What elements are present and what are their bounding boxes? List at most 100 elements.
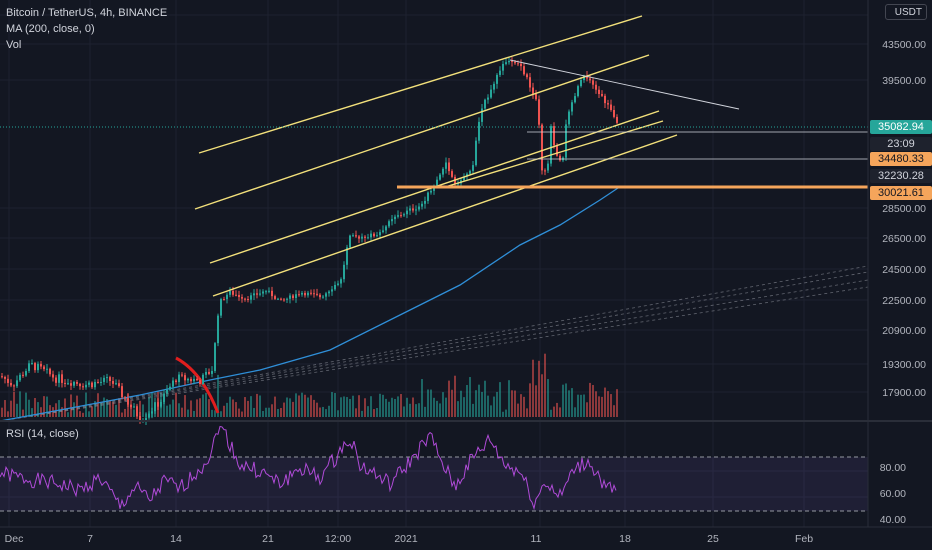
candle-body	[520, 63, 522, 67]
time-axis[interactable]: Dec 7 14 21 12:00 2021 11 18 25 Feb	[5, 533, 814, 545]
vol-legend[interactable]: Vol	[6, 39, 22, 51]
volume-bar	[19, 391, 21, 417]
rsi-legend[interactable]: RSI (14, close)	[6, 428, 79, 440]
candle-body	[79, 383, 81, 387]
candle-body	[559, 155, 561, 161]
candle-body	[451, 171, 453, 177]
volume-bar	[403, 406, 405, 417]
volume-bar	[118, 398, 120, 417]
candle-body	[100, 381, 102, 383]
price-axis[interactable]: 43500.00 39500.00 28500.00 26500.00 24500.00…	[882, 39, 926, 399]
volume-bar	[511, 390, 513, 417]
volume-bar	[313, 399, 315, 417]
candle-body	[103, 377, 105, 382]
volume-bar	[364, 398, 366, 417]
candle-body	[163, 393, 165, 402]
volume-bar	[244, 397, 246, 417]
candle-body	[61, 374, 63, 383]
candle-body	[223, 299, 225, 301]
volume-bar	[523, 396, 525, 417]
volume-bar	[406, 397, 408, 417]
volume-bar	[235, 402, 237, 417]
candle-body	[583, 75, 585, 81]
candle-body	[22, 374, 24, 376]
candle-body	[64, 382, 66, 384]
volume-bar	[556, 402, 558, 417]
candle-body	[535, 93, 537, 100]
dotted-trendlines	[0, 265, 869, 422]
symbol-legend[interactable]: Bitcoin / TetherUS, 4h, BINANCE	[6, 7, 168, 19]
dotted-trendline	[0, 286, 869, 422]
volume-bar	[91, 406, 93, 417]
candle-body	[28, 363, 30, 372]
volume-bar	[217, 374, 219, 417]
candle-body	[70, 383, 72, 386]
volume-bar	[199, 398, 201, 417]
volume-bar	[253, 407, 255, 417]
candle-body	[277, 298, 279, 300]
candle-body	[112, 381, 114, 384]
volume-bar	[358, 395, 360, 417]
candle-body	[16, 380, 18, 387]
resistance-trendline	[509, 59, 740, 110]
volume-bar	[508, 380, 510, 417]
candle-body	[187, 378, 189, 381]
volume-bar	[391, 397, 393, 417]
candle-body	[262, 291, 264, 294]
volume-bar	[574, 407, 576, 417]
candle-body	[607, 103, 609, 105]
volume-bar	[139, 400, 141, 417]
volume-bar	[259, 395, 261, 417]
volume-bar	[124, 408, 126, 417]
candle-body	[316, 293, 318, 295]
volume-bar	[112, 401, 114, 417]
grid-lines	[0, 0, 868, 527]
red-arc-drawing	[175, 356, 220, 414]
candle-body	[565, 124, 567, 158]
volume-bar	[190, 400, 192, 417]
volume-bar	[310, 395, 312, 417]
candle-body	[253, 293, 255, 296]
candle-body	[478, 121, 480, 141]
candle-body	[373, 233, 375, 237]
candle-body	[577, 86, 579, 97]
volume-bar	[460, 390, 462, 417]
candle-body	[355, 235, 357, 237]
candle-body	[418, 206, 420, 210]
candle-body	[529, 77, 531, 88]
volume-bar	[133, 409, 135, 417]
volume-bar	[187, 409, 189, 417]
volume-bar	[349, 398, 351, 417]
volume-bar	[565, 383, 567, 417]
volume-bar	[103, 397, 105, 417]
volume-bar	[601, 396, 603, 417]
candle-body	[130, 404, 132, 408]
candle-body	[43, 366, 45, 370]
candle-body	[184, 375, 186, 381]
volume-bar	[247, 400, 249, 417]
ma-legend[interactable]: MA (200, close, 0)	[6, 23, 95, 35]
volume-bar	[250, 396, 252, 417]
time-tick-label: 21	[262, 533, 274, 545]
candle-body	[31, 363, 33, 365]
candle-body	[13, 385, 15, 387]
volume-bar	[541, 374, 543, 417]
time-tick-label: 14	[170, 533, 182, 545]
volume-bar	[436, 400, 438, 417]
ma-200-line	[0, 187, 619, 422]
candle-body	[295, 294, 297, 299]
candle-body	[409, 208, 411, 211]
volume-bar	[469, 377, 471, 417]
candle-body	[85, 384, 87, 388]
candle-body	[304, 292, 306, 296]
volume-bar	[535, 385, 537, 417]
volume-bar	[208, 399, 210, 417]
candle-body	[52, 374, 54, 378]
candle-body	[214, 343, 216, 371]
volume-bar	[418, 403, 420, 417]
volume-bar	[220, 411, 222, 417]
currency-selector[interactable]: USDT	[885, 4, 927, 20]
candle-body	[208, 371, 210, 374]
candle-body	[232, 290, 234, 295]
